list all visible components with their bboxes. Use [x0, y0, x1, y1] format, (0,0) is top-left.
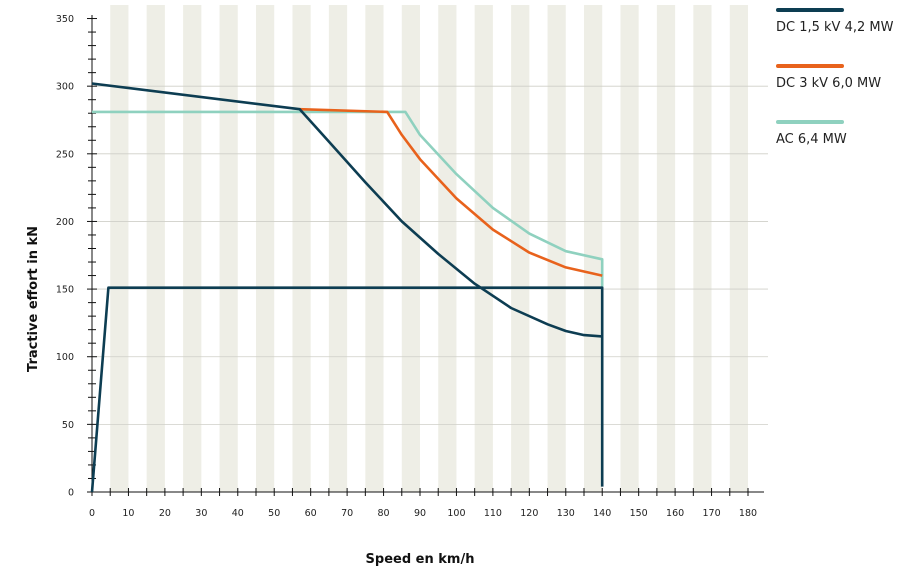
- background-bands: [110, 5, 748, 492]
- y-tick-label: 150: [56, 285, 74, 296]
- y-tick-label: 200: [56, 217, 74, 228]
- x-tick-label: 160: [666, 508, 684, 519]
- y-tick-label: 100: [56, 352, 74, 363]
- x-tick-label: 50: [268, 508, 280, 519]
- x-tick-label: 130: [557, 508, 575, 519]
- x-tick-label: 140: [593, 508, 611, 519]
- background-band: [438, 5, 457, 492]
- series-lines: [90, 82, 604, 493]
- gridlines: [92, 85, 768, 425]
- background-band: [729, 5, 748, 492]
- x-tick-label: 120: [520, 508, 538, 519]
- background-band: [328, 5, 348, 492]
- series-line-2: [92, 110, 604, 290]
- y-tick-label: 300: [56, 82, 74, 93]
- background-band: [620, 5, 639, 492]
- background-band: [365, 5, 384, 492]
- background-band: [474, 5, 493, 492]
- background-band: [401, 5, 420, 492]
- y-tick-label: 350: [56, 14, 74, 25]
- y-tick-label: 50: [62, 420, 74, 431]
- x-tick-label: 170: [702, 508, 720, 519]
- legend: DC 1,5 kV 4,2 MW DC 3 kV 6,0 MW AC 6,4 M…: [776, 8, 910, 176]
- series-line-0: [90, 286, 604, 493]
- x-tick-label: 150: [630, 508, 648, 519]
- legend-item-dc15: DC 1,5 kV 4,2 MW: [776, 8, 910, 35]
- x-tick-label: 60: [305, 508, 317, 519]
- background-band: [110, 5, 129, 492]
- y-axis-title: Tractive effort in kN: [26, 226, 41, 372]
- background-band: [511, 5, 530, 492]
- background-band: [547, 5, 566, 492]
- series-line-1: [299, 107, 603, 277]
- x-tick-label: 100: [447, 508, 465, 519]
- legend-item-dc3: DC 3 kV 6,0 MW: [776, 64, 910, 91]
- background-band: [656, 5, 676, 492]
- tick-labels: 0 10 20 30 40 50 60 70 80 90 100 110 120 130 140 150 160…: [56, 14, 757, 519]
- x-tick-label: 80: [378, 508, 390, 519]
- background-band: [146, 5, 165, 492]
- x-axis-title: Speed en km/h: [366, 552, 475, 567]
- legend-swatch-dc15: [776, 8, 844, 12]
- legend-label-dc15: DC 1,5 kV 4,2 MW: [776, 20, 894, 35]
- x-tick-label: 180: [739, 508, 757, 519]
- legend-item-ac: AC 6,4 MW: [776, 120, 910, 147]
- background-band: [693, 5, 712, 492]
- series-line-0: [91, 82, 603, 338]
- legend-label-ac: AC 6,4 MW: [776, 132, 847, 147]
- legend-swatch-dc3: [776, 64, 844, 68]
- x-tick-label: 70: [341, 508, 353, 519]
- y-tick-label: 0: [68, 488, 74, 499]
- background-band: [183, 5, 202, 492]
- background-band: [219, 5, 238, 492]
- background-band: [292, 5, 311, 492]
- x-tick-label: 110: [484, 508, 502, 519]
- x-tick-label: 90: [414, 508, 426, 519]
- x-tick-label: 0: [89, 508, 95, 519]
- background-band: [584, 5, 603, 492]
- legend-label-dc3: DC 3 kV 6,0 MW: [776, 76, 882, 91]
- y-tick-label: 250: [56, 149, 74, 160]
- x-tick-label: 30: [195, 508, 207, 519]
- x-tick-label: 10: [122, 508, 134, 519]
- x-tick-label: 40: [232, 508, 244, 519]
- legend-swatch-ac: [776, 120, 844, 124]
- background-band: [256, 5, 275, 492]
- x-tick-label: 20: [159, 508, 171, 519]
